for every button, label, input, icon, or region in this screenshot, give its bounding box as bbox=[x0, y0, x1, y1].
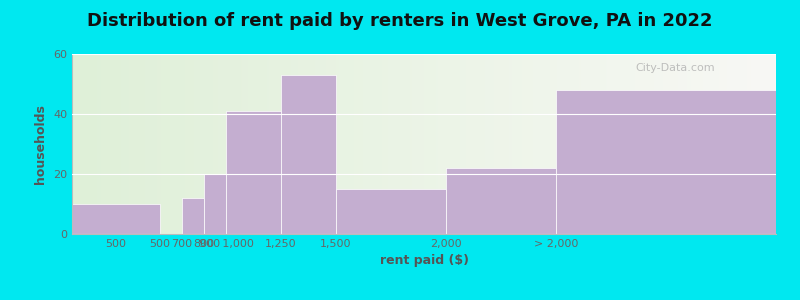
Bar bbox=[446, 168, 556, 234]
X-axis label: rent paid ($): rent paid ($) bbox=[379, 254, 469, 267]
Bar bbox=[336, 189, 446, 234]
Bar bbox=[281, 75, 336, 234]
Bar bbox=[204, 174, 226, 234]
Text: Distribution of rent paid by renters in West Grove, PA in 2022: Distribution of rent paid by renters in … bbox=[87, 12, 713, 30]
Bar bbox=[226, 111, 281, 234]
Bar bbox=[556, 90, 776, 234]
Y-axis label: households: households bbox=[34, 104, 47, 184]
Text: City-Data.com: City-Data.com bbox=[635, 63, 715, 73]
Bar bbox=[72, 204, 160, 234]
Bar bbox=[182, 198, 204, 234]
